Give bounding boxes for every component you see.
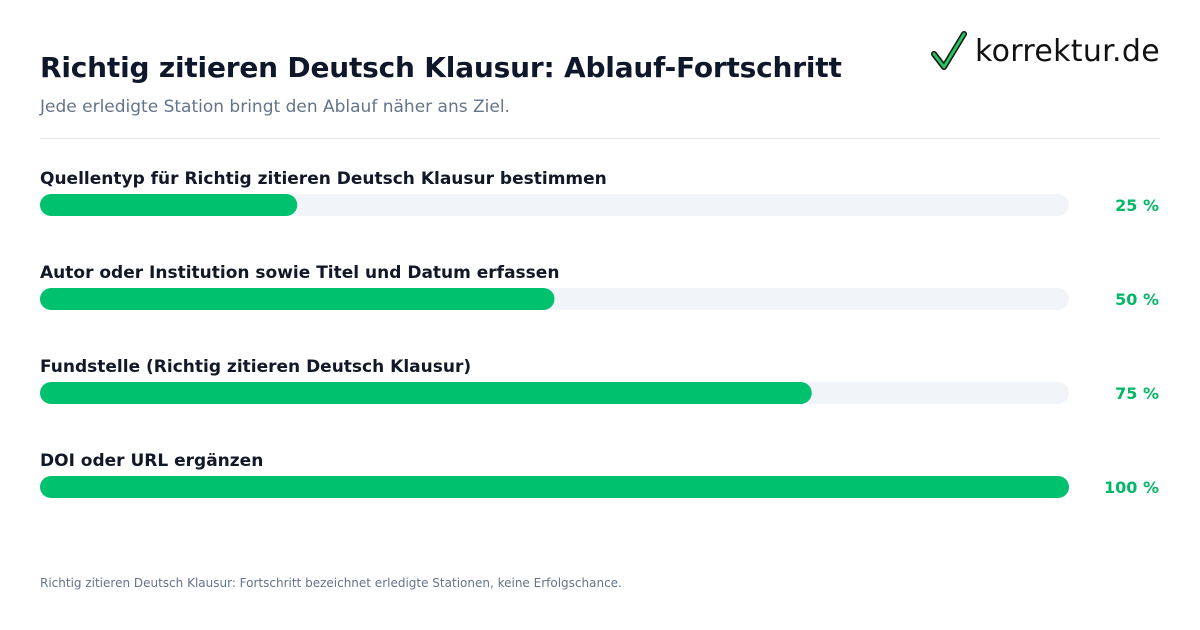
bar-value-label: 50 % [1115, 290, 1159, 309]
page-subtitle: Jede erledigte Station bringt den Ablauf… [40, 97, 510, 117]
bar-label: DOI oder URL ergänzen [40, 451, 263, 471]
bar-fill [40, 288, 555, 310]
check-icon [931, 31, 968, 70]
header-divider [40, 138, 1160, 139]
bar-fill [40, 476, 1069, 498]
bar-fill [40, 194, 298, 216]
bar-fill [40, 382, 812, 404]
bar-value-label: 25 % [1115, 196, 1159, 215]
brand-name: korrektur.de [975, 34, 1160, 69]
bar-track [40, 194, 1069, 216]
page-title: Richtig zitieren Deutsch Klausur: Ablauf… [40, 51, 842, 84]
bar-value-label: 75 % [1115, 384, 1159, 403]
bar-label: Autor oder Institution sowie Titel und D… [40, 263, 559, 283]
brand-logo[interactable]: korrektur.de [931, 28, 1160, 76]
bar-label: Fundstelle (Richtig zitieren Deutsch Kla… [40, 357, 471, 377]
bar-label: Quellentyp für Richtig zitieren Deutsch … [40, 169, 607, 189]
bar-value-label: 100 % [1104, 478, 1159, 497]
footnote: Richtig zitieren Deutsch Klausur: Fortsc… [40, 576, 622, 590]
